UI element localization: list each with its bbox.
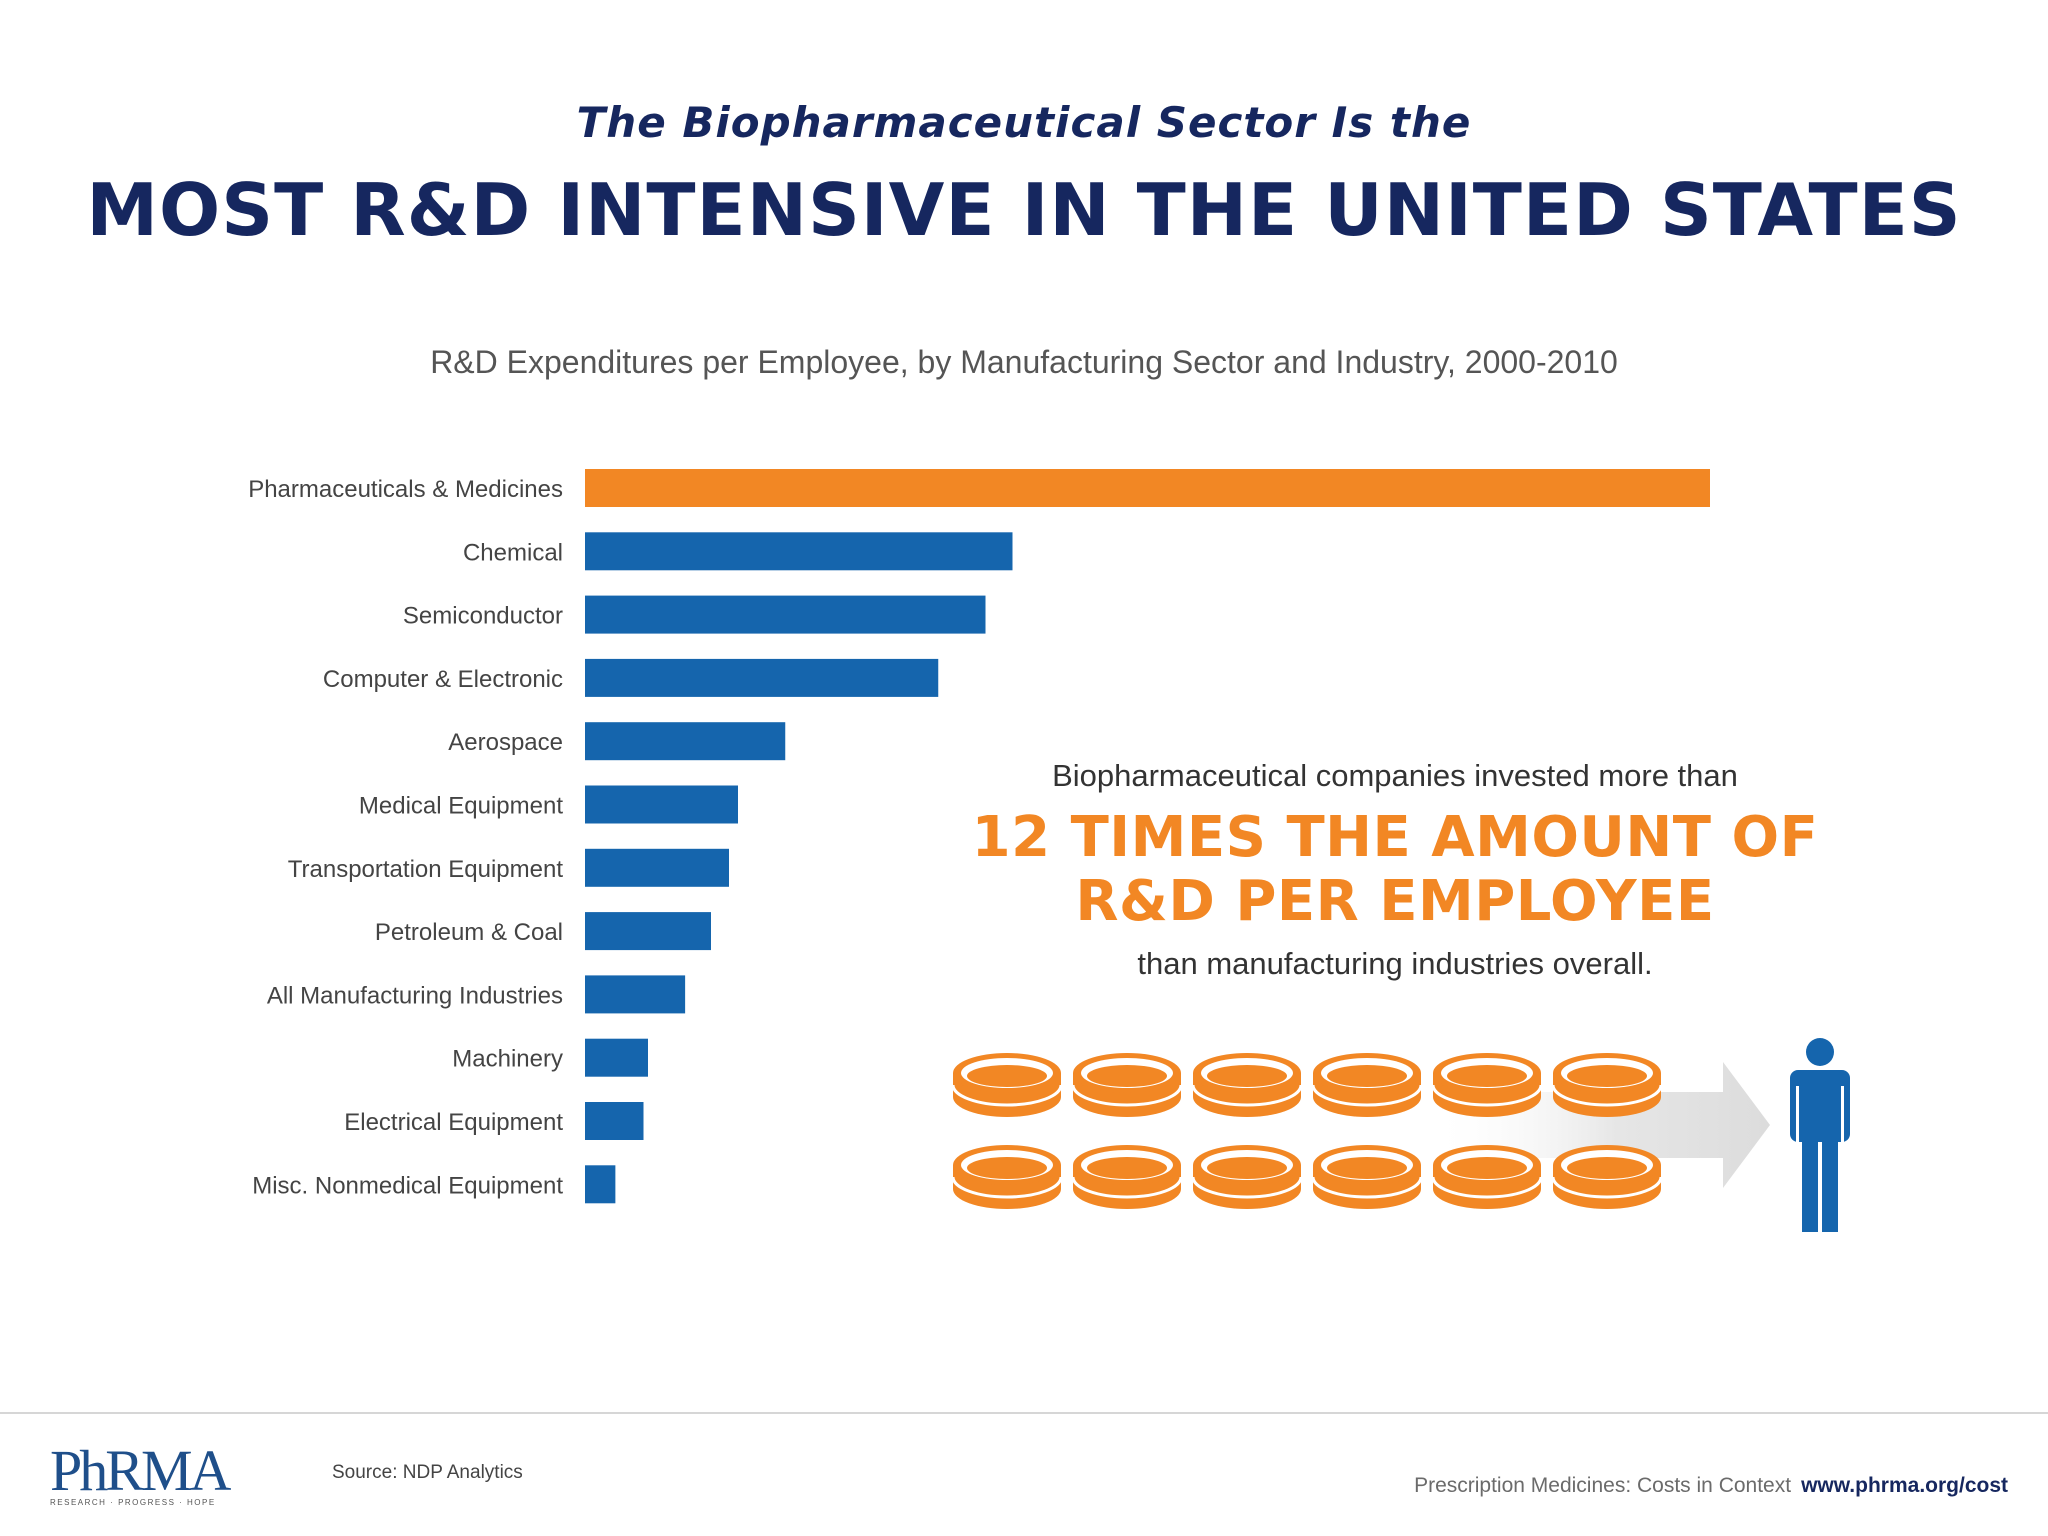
coin-stack-icon <box>951 1145 1063 1209</box>
category-label: Semiconductor <box>403 603 563 630</box>
coin-stack-icon <box>1311 1145 1423 1209</box>
header-headline: MOST R&D INTENSIVE IN THE UNITED STATES <box>86 168 1962 252</box>
footer-tagline: Prescription Medicines: Costs in Context <box>1414 1474 1792 1497</box>
phrma-logo: PhRMA RESEARCH · PROGRESS · HOPE <box>50 1438 231 1508</box>
chart-title: R&D Expenditures per Employee, by Manufa… <box>430 344 1618 380</box>
bar <box>585 975 686 1014</box>
category-label: Chemical <box>463 539 563 566</box>
category-label: Machinery <box>452 1046 563 1073</box>
category-label: All Manufacturing Industries <box>267 982 563 1009</box>
callout-highlight-line2: R&D PER EMPLOYEE <box>1075 869 1715 934</box>
bar <box>585 595 986 634</box>
bar <box>585 848 729 887</box>
callout-highlight: 12 TIMES THE AMOUNT OF R&D PER EMPLOYEE <box>960 806 1830 934</box>
footer-url-link[interactable]: www.phrma.org/cost <box>1801 1474 2008 1497</box>
bar <box>585 722 786 761</box>
coin-stack-icon <box>1311 1053 1423 1117</box>
header-kicker: The Biopharmaceutical Sector Is the <box>576 98 1472 147</box>
person-icon <box>1790 1038 1850 1232</box>
callout-highlight-line1: 12 TIMES THE AMOUNT OF <box>971 805 1819 870</box>
category-label: Medical Equipment <box>359 793 563 820</box>
footer-right: Prescription Medicines: Costs in Context… <box>1414 1474 2008 1498</box>
bar <box>585 469 1710 507</box>
coin-stack-icon <box>1191 1053 1303 1117</box>
category-label: Misc. Nonmedical Equipment <box>252 1172 563 1199</box>
source-note: Source: NDP Analytics <box>332 1462 523 1483</box>
category-label: Electrical Equipment <box>344 1109 563 1136</box>
coin-stack-icon <box>1191 1145 1303 1209</box>
category-label: Computer & Electronic <box>323 666 563 693</box>
bar <box>585 1165 616 1204</box>
logo-wordmark: PhRMA <box>50 1438 231 1503</box>
bar-chart: Pharmaceuticals & Medicines Chemical Semic… <box>248 469 1710 1204</box>
coin-stack-icon <box>1071 1145 1183 1209</box>
category-label: Aerospace <box>448 729 563 756</box>
footer-divider <box>0 1412 2048 1414</box>
bar <box>585 532 1013 571</box>
coin-stack-icon <box>1431 1053 1543 1117</box>
logo-tagline: RESEARCH · PROGRESS · HOPE <box>50 1498 216 1507</box>
bar <box>585 658 939 697</box>
coin-stack-icon <box>1071 1053 1183 1117</box>
coin-stack-icon <box>1431 1145 1543 1209</box>
coin-stack-icon <box>951 1053 1063 1117</box>
coin-stack-icon <box>1551 1053 1663 1117</box>
category-label: Pharmaceuticals & Medicines <box>248 476 563 503</box>
coins-to-person-illustration <box>951 1038 1850 1232</box>
coin-stack-icon <box>1551 1145 1663 1209</box>
bar <box>585 912 711 951</box>
callout-lead: Biopharmaceutical companies invested mor… <box>1052 758 1738 793</box>
bar <box>585 1102 644 1140</box>
category-label: Petroleum & Coal <box>375 919 563 946</box>
bar <box>585 1038 648 1077</box>
bar <box>585 785 738 824</box>
category-label: Transportation Equipment <box>288 856 564 883</box>
callout-tail: than manufacturing industries overall. <box>1137 946 1653 981</box>
